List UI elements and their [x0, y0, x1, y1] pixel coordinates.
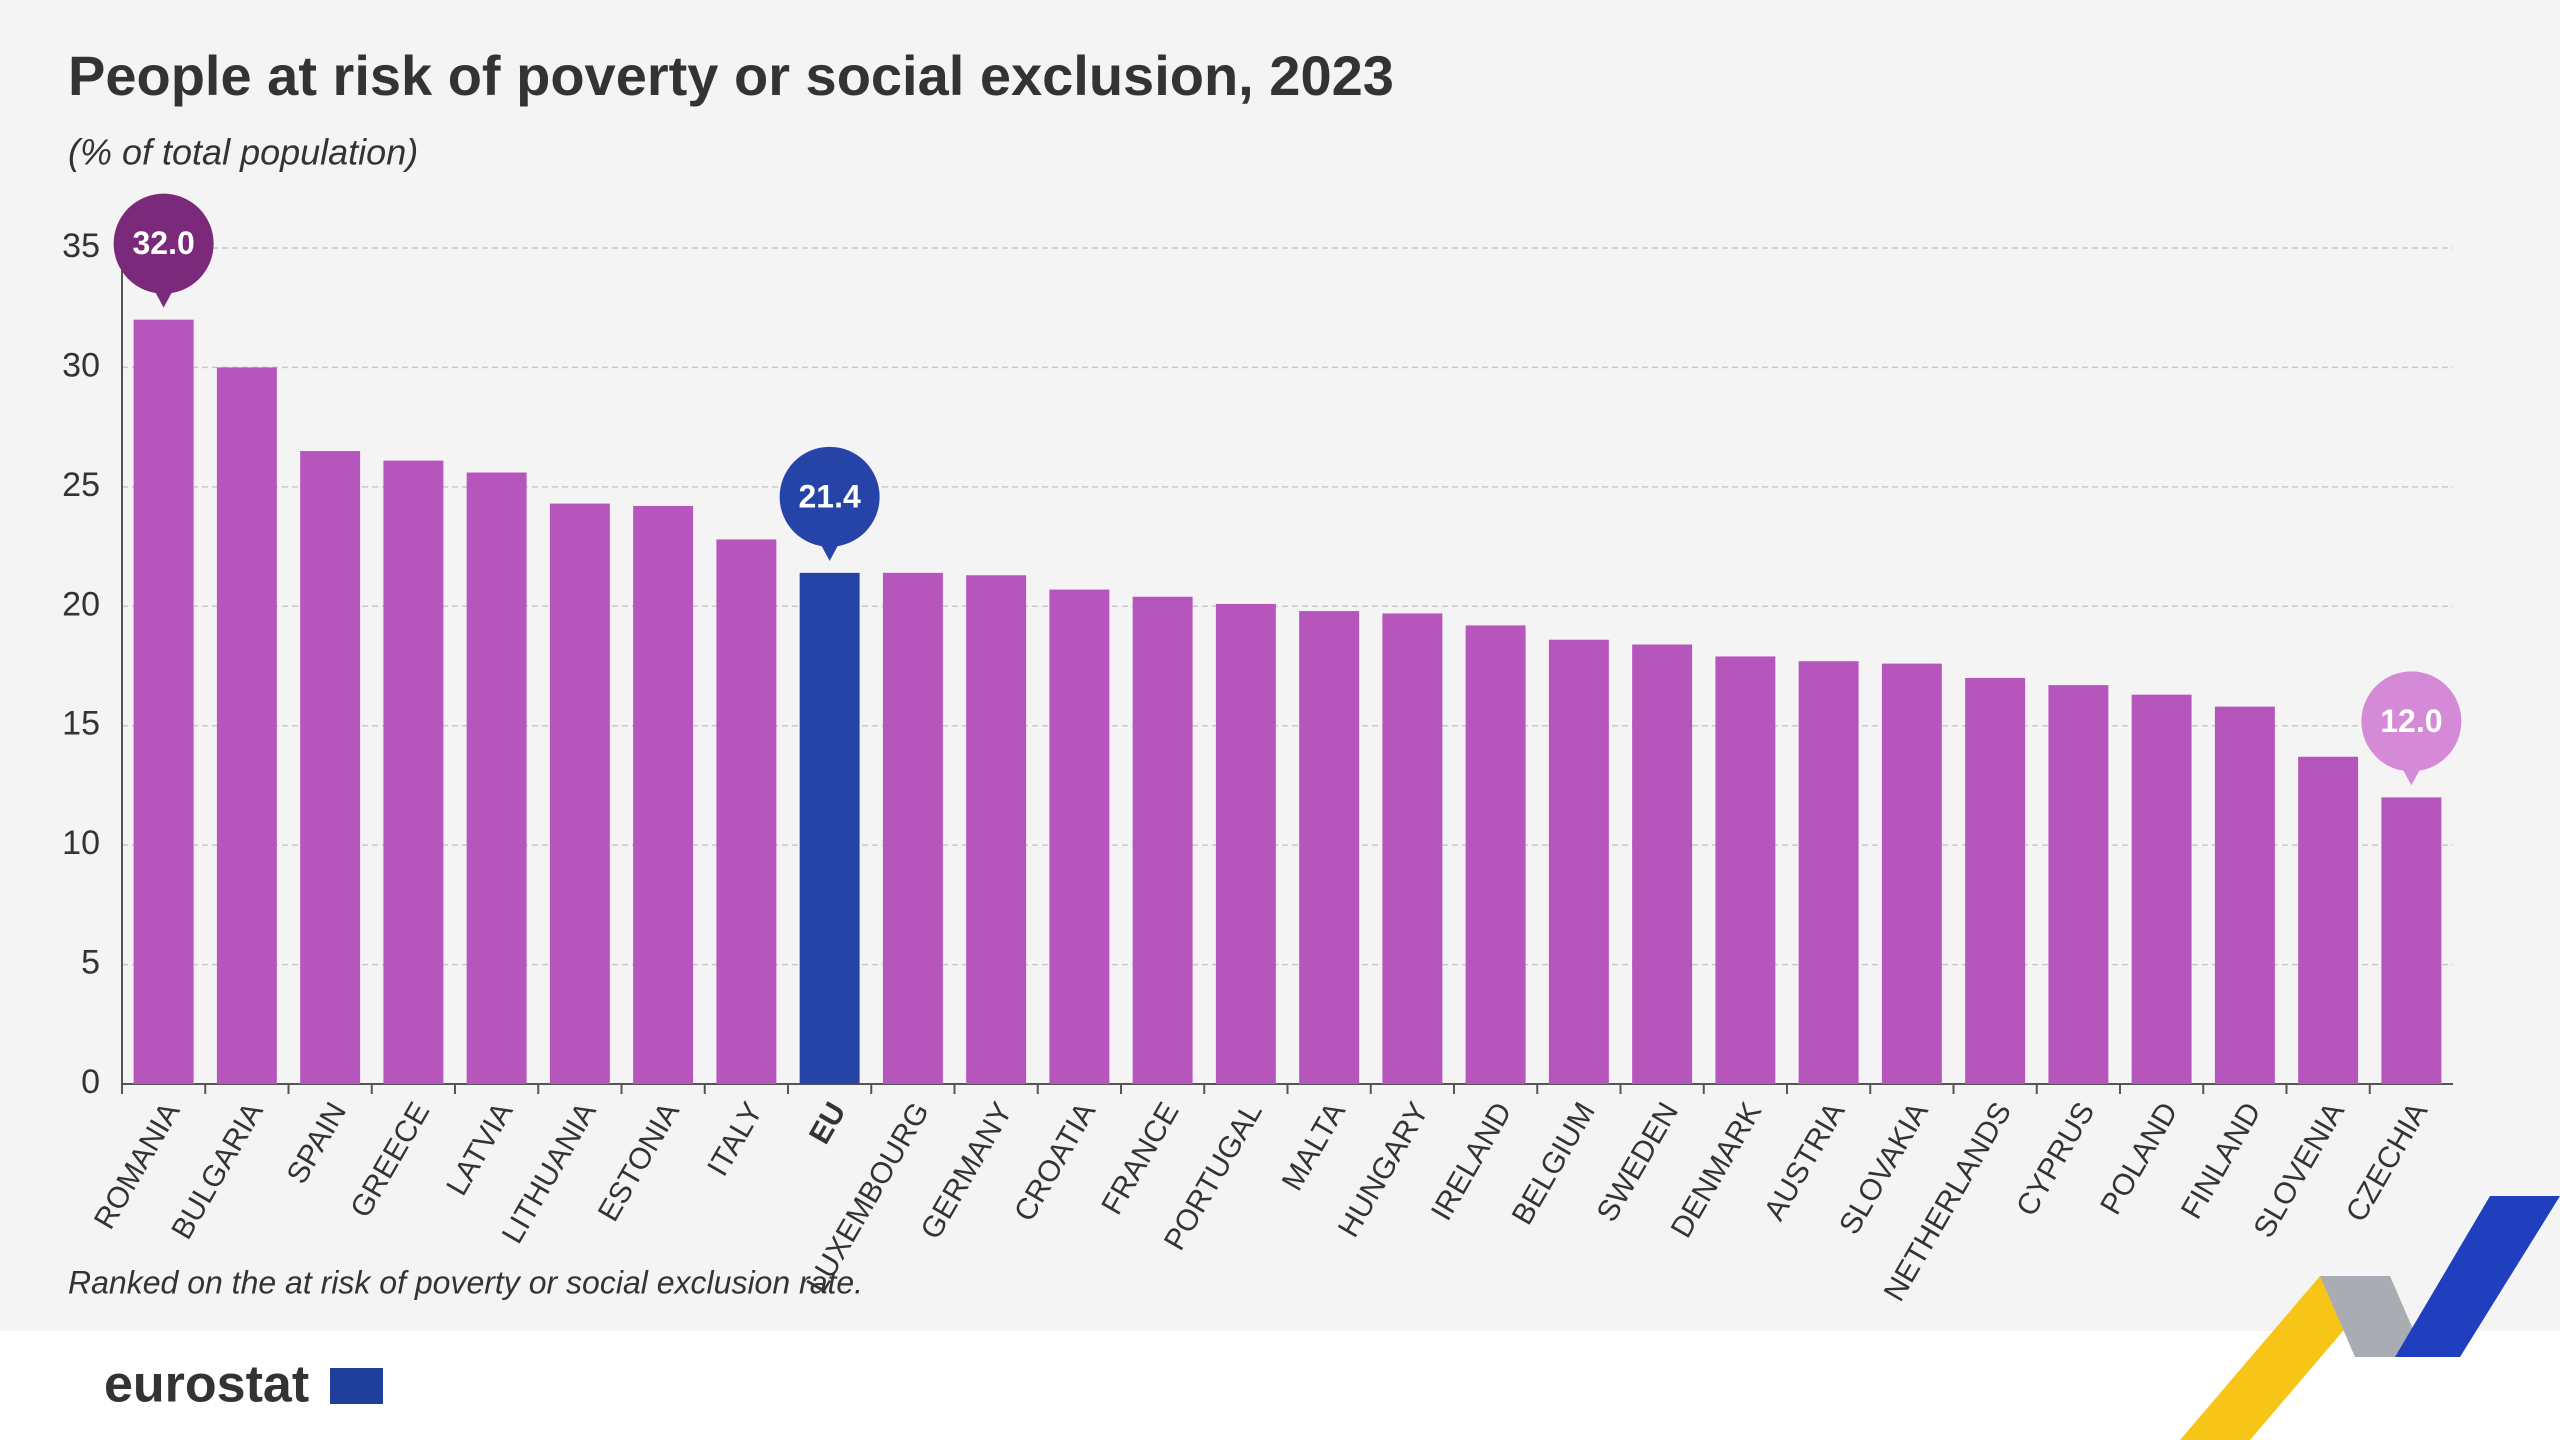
x-tick-label: FINLAND	[2175, 1097, 2268, 1225]
bar	[1382, 613, 1443, 1084]
bar	[1049, 589, 1110, 1084]
eu-flag	[330, 1368, 383, 1404]
bar	[1548, 639, 1609, 1084]
bar	[300, 451, 361, 1084]
bar	[799, 572, 860, 1084]
y-tick-label: 10	[62, 824, 100, 862]
decor	[2180, 1276, 2390, 1440]
x-tick-label: LATVIA	[440, 1097, 519, 1201]
y-tick-label: 0	[81, 1063, 100, 1101]
bar	[2214, 706, 2275, 1084]
bar	[966, 575, 1027, 1084]
x-tick-label: AUSTRIA	[1758, 1097, 1852, 1226]
bar	[2131, 694, 2192, 1084]
y-tick-label: 20	[62, 585, 100, 623]
bar	[466, 472, 527, 1084]
x-tick-label: EU	[803, 1097, 852, 1150]
bar	[1715, 656, 1776, 1084]
decor	[2320, 1276, 2425, 1357]
footnote: Ranked on the at risk of poverty or soci…	[68, 1264, 863, 1300]
bar	[716, 539, 777, 1084]
y-tick-label: 35	[62, 227, 100, 265]
x-tick-label: CROATIA	[1008, 1097, 1102, 1227]
y-tick-label: 30	[62, 346, 100, 384]
value-label: 12.0	[2380, 703, 2442, 739]
x-tick-label: CZECHIA	[2340, 1097, 2434, 1228]
callout	[113, 193, 214, 294]
bar	[633, 505, 694, 1085]
value-label: 32.0	[132, 225, 194, 261]
y-tick-label: 25	[62, 466, 100, 504]
bar	[1215, 603, 1276, 1084]
x-tick-label: ROMANIA	[88, 1097, 187, 1235]
y-tick-label: 15	[62, 705, 100, 743]
bar	[549, 503, 610, 1084]
x-tick-label: BELGIUM	[1506, 1097, 1602, 1230]
x-tick-label: FRANCE	[1095, 1097, 1185, 1220]
x-tick-label: SWEDEN	[1591, 1097, 1685, 1228]
x-tick-label: SPAIN	[281, 1097, 353, 1190]
bar	[1798, 661, 1859, 1084]
chart-subtitle: (% of total population)	[68, 132, 418, 173]
value-label: 21.4	[798, 478, 860, 514]
bar	[2298, 756, 2359, 1084]
logo-text: eurostat	[104, 1356, 309, 1414]
bar	[1465, 625, 1526, 1084]
x-tick-label: POLAND	[2094, 1097, 2184, 1220]
x-tick-label: ESTONIA	[592, 1097, 686, 1227]
bar	[882, 572, 943, 1084]
y-tick-label: 5	[81, 944, 100, 982]
bar	[383, 460, 444, 1084]
bar	[2381, 797, 2442, 1084]
bar	[133, 319, 194, 1085]
callout	[2361, 671, 2462, 772]
bar	[216, 367, 277, 1084]
chart-title: People at risk of poverty or social excl…	[68, 44, 1394, 107]
bar	[1965, 677, 2026, 1084]
x-tick-label: MALTA	[1276, 1097, 1352, 1196]
x-tick-label: CYPRUS	[2010, 1097, 2101, 1222]
decor	[2395, 1196, 2560, 1357]
x-tick-label: GREECE	[344, 1097, 436, 1223]
footer-band	[0, 1331, 2560, 1440]
bar	[1299, 611, 1360, 1084]
callout	[779, 446, 880, 547]
x-tick-label: ITALY	[701, 1097, 769, 1182]
bar	[1632, 644, 1693, 1084]
bar	[2048, 685, 2109, 1084]
bar	[1881, 663, 1942, 1084]
x-tick-label: IRELAND	[1425, 1097, 1519, 1226]
bar	[1132, 596, 1193, 1084]
